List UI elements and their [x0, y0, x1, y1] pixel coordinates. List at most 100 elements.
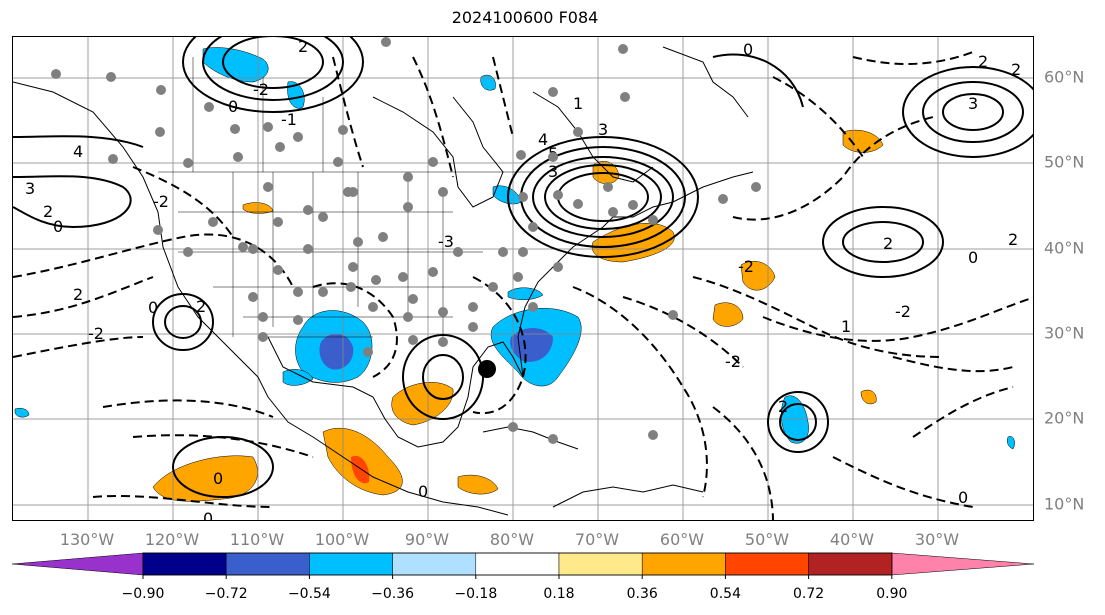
contour-label: -3 [438, 232, 454, 251]
contour-label: 2 [196, 297, 206, 316]
contour-label: -1 [281, 110, 297, 129]
negative-anomaly-alaska-2 [287, 81, 305, 109]
lon-label: 50°W [744, 530, 790, 549]
contour-label: 0 [418, 482, 428, 501]
contour-label: 2 [778, 397, 788, 416]
contour-label: -2 [253, 80, 269, 99]
contour-label: 1 [573, 94, 583, 113]
lat-label: 30°N [1044, 323, 1085, 343]
lon-label: 110°W [229, 530, 285, 549]
contour-label: 0 [228, 97, 238, 116]
lon-label: 120°W [144, 530, 200, 549]
solid-contours [13, 37, 1033, 498]
colorbar-extend-min [11, 552, 144, 576]
contour-label: 2 [883, 234, 893, 253]
contour-label: 2 [1011, 60, 1021, 79]
negative-anomaly-alaska [202, 47, 269, 83]
contour-label: 0 [958, 488, 968, 507]
lat-label: 60°N [1044, 67, 1085, 87]
negative-anomaly-hudson [480, 74, 496, 91]
colorbar-tick-label: 0.18 [543, 586, 575, 602]
contour-label: 0 [213, 469, 223, 488]
contour-label: 0 [968, 248, 978, 267]
positive-anomaly-atlantic-east [860, 389, 877, 405]
contour-label: -2 [895, 302, 911, 321]
colorbar-tick-label: 0.54 [709, 586, 741, 602]
negative-anomaly-mexico-core [319, 333, 354, 370]
coastline-sa [552, 484, 704, 508]
negative-anomaly-quebec [492, 185, 522, 205]
contour-label: -2 [738, 257, 754, 276]
lon-label: 60°W [659, 530, 705, 549]
colorbar-tick-label: −0.72 [204, 586, 248, 602]
lon-label: 90°W [404, 530, 450, 549]
lat-label: 20°N [1044, 408, 1085, 428]
contour-label: 2 [978, 52, 988, 71]
contour-label: 0 [203, 509, 213, 521]
station-markers [51, 37, 761, 444]
positive-anomaly-gulf [391, 382, 454, 426]
political-borders [158, 57, 533, 338]
negative-anomaly-pacific [14, 408, 30, 418]
colorbar-tick-label: 0.36 [626, 586, 658, 602]
positive-anomaly-south-mexico-core [351, 455, 370, 484]
negative-anomaly-florida-core [510, 328, 553, 362]
contour-label: -2 [725, 352, 741, 371]
negative-anomaly-carolina [507, 287, 544, 300]
colorbar-tick-label: −0.36 [371, 586, 415, 602]
negative-anomaly-caribbean-e [1006, 436, 1015, 450]
lat-label: 40°N [1044, 238, 1085, 258]
coastline-hudson [372, 96, 504, 208]
lon-label: 70°W [574, 530, 620, 549]
colorbar [11, 552, 1035, 579]
colorbar-segment [225, 552, 310, 576]
colorbar-segment [142, 552, 227, 576]
contour-label: 3 [548, 162, 558, 181]
contour-label: 3 [968, 94, 978, 113]
map-panel: 2 -2 -1 4 3 2 0 0 1 3 5 4 3 2 0 2 2 -2 -… [12, 36, 1034, 521]
colorbar-tick-label: −0.54 [287, 586, 331, 602]
contour-label: 2 [298, 37, 308, 56]
positive-anomaly-mid-atlantic [740, 261, 776, 291]
coastline-gulf [267, 171, 754, 448]
positive-anomaly-central-america [457, 474, 499, 495]
colorbar-tick-label: −0.90 [121, 586, 165, 602]
contour-label: 2 [43, 202, 53, 221]
coastlines [13, 46, 754, 516]
colorbar-extend-max [891, 552, 1035, 576]
colorbar-segment [475, 552, 560, 576]
negative-anomaly-mexico-west [282, 369, 314, 386]
graticule [13, 37, 1033, 520]
colorbar-tick-label: 0.90 [876, 586, 908, 602]
contour-label: 4 [538, 130, 548, 149]
positive-anomaly-mid-atlantic-2 [712, 302, 744, 327]
contour-label: 0 [148, 298, 158, 317]
colorbar-segment [392, 552, 477, 576]
lon-label: 80°W [489, 530, 535, 549]
contour-label: 0 [53, 217, 63, 236]
contour-label: 2 [73, 285, 83, 304]
figure-title: 2024100600 F084 [451, 8, 599, 27]
contour-label: 0 [743, 40, 753, 59]
lat-label: 10°N [1044, 494, 1085, 514]
coastline-greenland [662, 46, 749, 118]
colorbar-segment [309, 552, 393, 576]
lon-label: 30°W [914, 530, 960, 549]
dashed-contours [13, 51, 1033, 520]
lon-label: 130°W [59, 530, 115, 549]
coastline-west-na [13, 81, 509, 516]
contour-label: 3 [598, 120, 608, 139]
contour-label: 3 [25, 179, 35, 198]
lon-label: 100°W [314, 530, 370, 549]
contour-value-labels: 2 -2 -1 4 3 2 0 0 1 3 5 4 3 2 0 2 2 -2 -… [25, 37, 1021, 521]
contour-label: 4 [73, 142, 83, 161]
contour-label: -2 [88, 324, 104, 343]
colorbar-tick-label: 0.72 [793, 586, 825, 602]
colorbar-segment [725, 552, 809, 576]
coastline-cuba [482, 426, 579, 450]
lat-label: 50°N [1044, 152, 1085, 172]
lon-label: 40°W [829, 530, 875, 549]
colorbar-segment [808, 552, 893, 576]
colorbar-segment [641, 552, 726, 576]
contour-label: 1 [841, 317, 851, 336]
